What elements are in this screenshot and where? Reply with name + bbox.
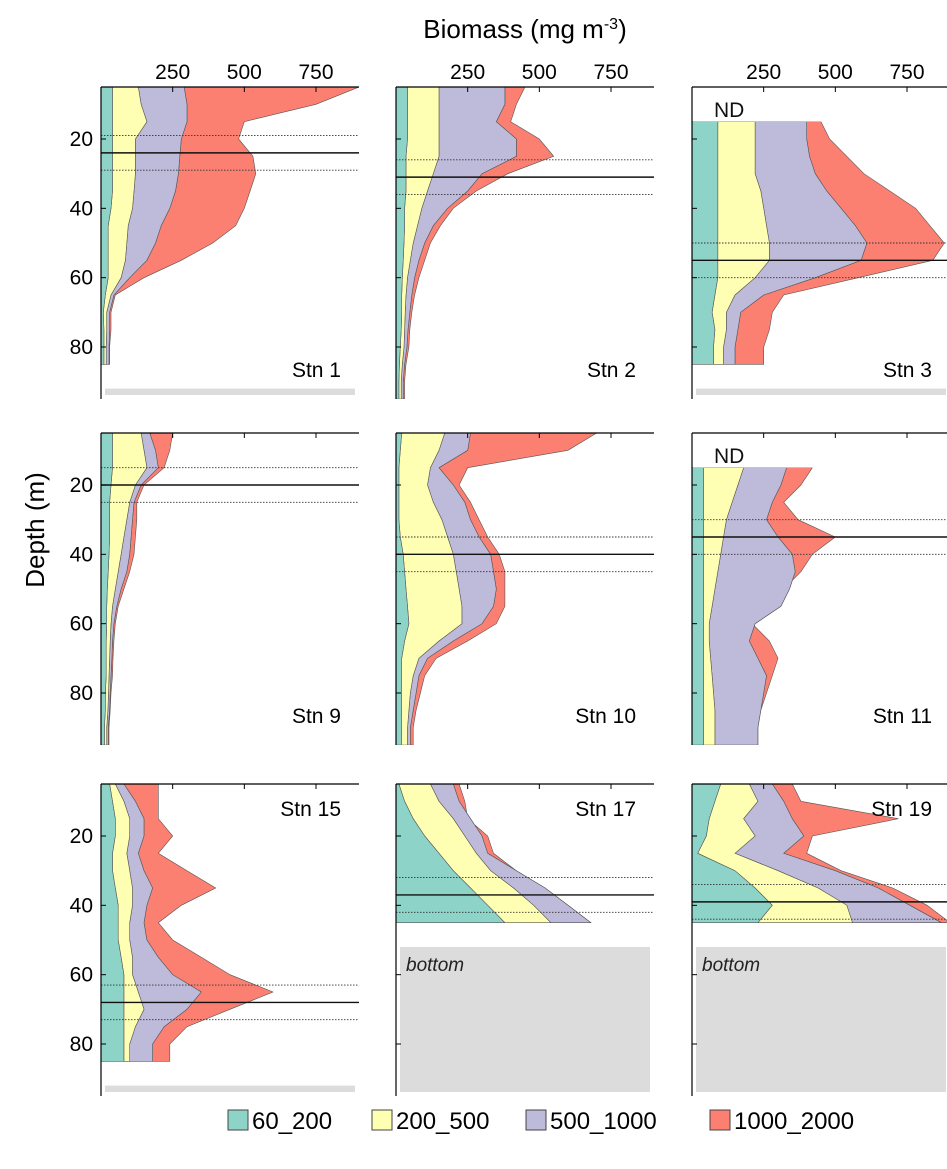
legend-swatch-60_200 — [227, 1109, 249, 1131]
panel-plot-area — [101, 433, 359, 745]
station-label: Stn 3 — [883, 359, 932, 382]
x-tick-label: 500 — [818, 61, 853, 84]
legend-swatch-1000_2000 — [709, 1109, 731, 1131]
panel-plot-area — [692, 434, 947, 745]
y-axis-label: Depth (m) — [20, 472, 50, 588]
x-tick-label: 500 — [522, 61, 557, 84]
area-60_200 — [692, 784, 773, 924]
area-60_200 — [101, 784, 125, 1062]
x-tick-label: 250 — [155, 61, 190, 84]
legend-label-60_200: 60_200 — [252, 1108, 332, 1135]
station-label: Stn 9 — [292, 705, 341, 728]
y-tick-label: 60 — [70, 964, 93, 987]
area-60_200 — [396, 87, 408, 399]
legend-label-1000_2000: 1000_2000 — [734, 1108, 854, 1135]
nd-label: ND — [714, 445, 744, 468]
panel-stn-15: 20 40 60 80 Stn 15 — [70, 783, 359, 1096]
y-tick-label: 80 — [70, 682, 93, 705]
panel-plot-area — [692, 784, 947, 1092]
y-tick-label: 40 — [70, 894, 93, 917]
y-tick-label: 20 — [70, 128, 93, 151]
bottom-label: bottom — [406, 955, 464, 976]
seafloor-bottom-area — [105, 388, 355, 395]
panel-stn-11: ND Stn 11 — [691, 432, 947, 745]
area-60_200 — [396, 433, 410, 745]
station-label: Stn 11 — [873, 705, 932, 728]
area-60_200 — [101, 87, 113, 365]
legend-swatch-500_1000 — [525, 1109, 547, 1131]
panel-stn-19: bottom Stn 19 — [691, 783, 947, 1096]
y-tick-label: 40 — [70, 197, 93, 220]
panel-stn-2: 250 500 750 Stn 2 — [395, 61, 654, 399]
x-tick-label: 750 — [593, 61, 628, 84]
x-tick-label: 250 — [450, 61, 485, 84]
panel-plot-area — [396, 433, 654, 745]
station-label: Stn 15 — [280, 798, 341, 821]
panel-stn-10: Stn 10 — [395, 432, 654, 745]
nd-label: ND — [714, 99, 744, 122]
station-label: Stn 1 — [292, 359, 341, 382]
station-label: Stn 2 — [587, 359, 636, 382]
legend: 60_200 200_500 500_1000 1000_2000 — [227, 1108, 854, 1135]
panel-plot-area — [396, 784, 654, 1092]
x-tick-label: 750 — [298, 61, 333, 84]
area-60_200 — [101, 433, 113, 745]
seafloor-bottom-area — [400, 946, 650, 1092]
y-tick-label: 20 — [70, 825, 93, 848]
area-60_200 — [692, 467, 704, 745]
legend-label-500_1000: 500_1000 — [550, 1108, 657, 1135]
y-tick-label: 20 — [70, 474, 93, 497]
y-tick-label: 60 — [70, 267, 93, 290]
seafloor-bottom-area — [696, 946, 946, 1092]
seafloor-bottom-area — [696, 388, 946, 395]
panel-plot-area — [101, 784, 359, 1092]
y-tick-label: 40 — [70, 543, 93, 566]
panel-plot-area — [396, 87, 654, 399]
nd-mask — [693, 434, 947, 468]
panel-stn-17: bottom Stn 17 — [395, 783, 654, 1096]
y-tick-label: 60 — [70, 613, 93, 636]
chart-title: Biomass (mg m-3) — [423, 14, 626, 44]
x-tick-label: 750 — [889, 61, 924, 84]
y-tick-label: 80 — [70, 1033, 93, 1056]
x-tick-label: 250 — [746, 61, 781, 84]
station-label: Stn 19 — [871, 798, 932, 821]
legend-label-200_500: 200_500 — [396, 1108, 489, 1135]
y-tick-label: 80 — [70, 336, 93, 359]
panel-stn-1: 20 40 60 80 250 500 750 Stn 1 — [70, 61, 359, 399]
area-60_200 — [396, 784, 506, 924]
seafloor-bottom-area — [105, 1085, 355, 1092]
bottom-label: bottom — [702, 955, 760, 976]
nd-mask — [693, 88, 947, 122]
panel-plot-area — [692, 88, 947, 395]
panel-plot-area — [101, 87, 359, 395]
x-tick-label: 500 — [227, 61, 262, 84]
legend-swatch-200_500 — [371, 1109, 393, 1131]
panel-stn-9: 20 40 60 80 Stn 9 — [70, 432, 359, 745]
station-label: Stn 10 — [575, 705, 636, 728]
station-label: Stn 17 — [575, 798, 636, 821]
